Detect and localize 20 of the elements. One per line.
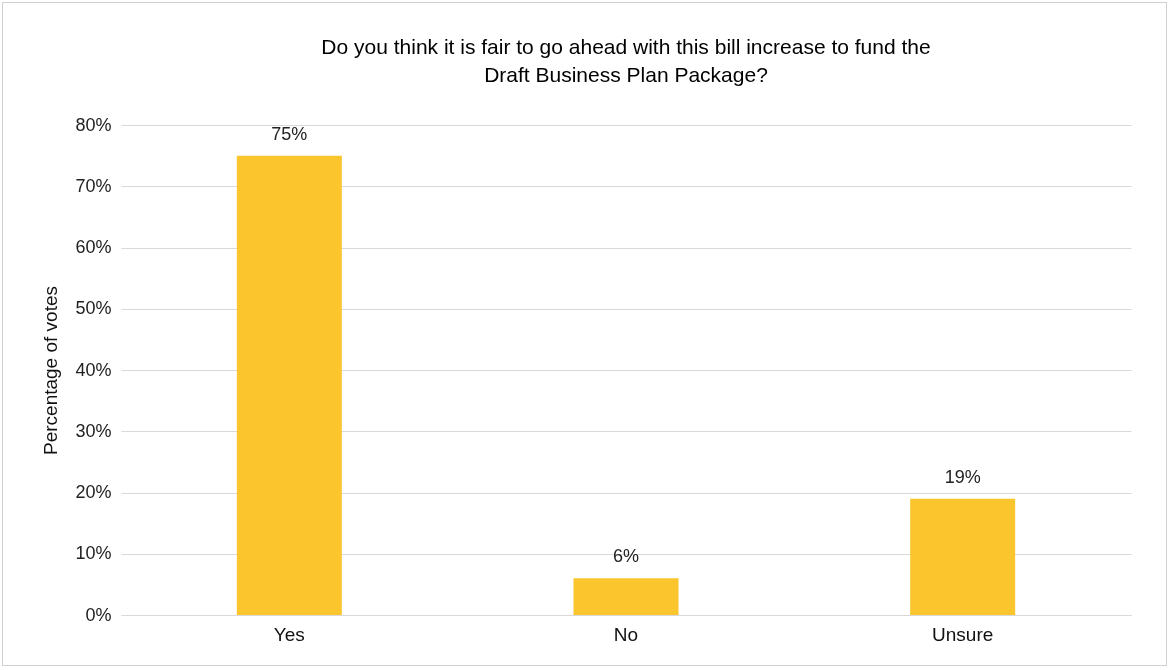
y-axis-title: Percentage of votes <box>40 286 62 455</box>
y-tick-label: 60% <box>75 237 112 257</box>
y-tick-label: 40% <box>75 359 112 380</box>
data-label: 6% <box>612 546 640 567</box>
y-tick-label: 20% <box>75 482 112 502</box>
data-label: 75% <box>271 123 308 144</box>
y-tick-label: 80% <box>75 114 112 135</box>
y-tick-label: 70% <box>75 175 112 196</box>
bar <box>573 578 679 615</box>
y-tick-label: 50% <box>75 298 112 319</box>
x-tick-label: Unsure <box>932 623 994 645</box>
data-label: 19% <box>944 466 981 487</box>
bar <box>236 155 342 615</box>
bar <box>910 498 1016 615</box>
x-tick-label: No <box>613 623 639 645</box>
chart-title: Do you think it is fair to go ahead with this bill increase to fund the Draft Business Plan Package? <box>321 35 931 86</box>
x-tick-label: Yes <box>273 623 305 645</box>
y-tick-label: 30% <box>75 420 112 441</box>
y-tick-label: 10% <box>75 543 112 564</box>
y-tick-label: 0% <box>85 604 112 625</box>
